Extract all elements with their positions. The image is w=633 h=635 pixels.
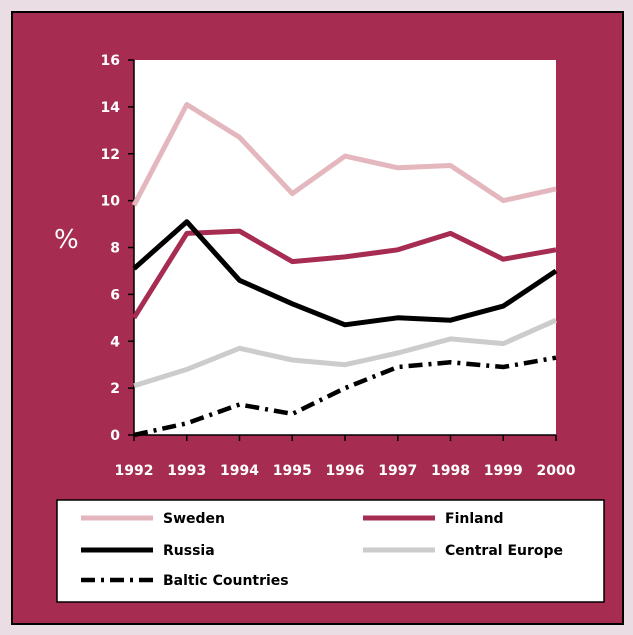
x-tick-label: 1995 [273,463,312,479]
y-tick-label: 16 [101,53,120,69]
y-tick-label: 8 [110,241,120,257]
legend-label: Baltic Countries [163,573,289,589]
y-tick-label: 2 [110,381,120,397]
y-tick-label: 4 [110,334,120,350]
legend-label: Central Europe [445,543,563,559]
x-tick-label: 2000 [537,463,576,479]
series-lines [131,102,558,438]
legend-label: Russia [163,543,215,559]
y-axis-label: % [54,225,79,255]
series-line-russia [132,219,558,328]
y-tick-label: 6 [110,287,120,303]
x-axis: 1992 1993 1994 1995 1996 1997 1998 1999 2000 [115,434,576,479]
x-tick-label: 1996 [326,463,365,479]
series-line-finland [131,228,557,320]
legend-label: Finland [445,511,504,527]
x-tick-label: 1999 [484,463,523,479]
plot-area [134,60,556,435]
x-tick-label: 1997 [378,463,417,479]
x-tick-label: 1994 [220,463,259,479]
x-tick-label: 1998 [431,463,470,479]
legend: Sweden Finland Russia Central Europe Baltic … [81,511,563,589]
series-line-central-europe [133,317,558,389]
y-tick-label: 12 [101,147,120,163]
x-tick-label: 1992 [115,463,154,479]
y-tick-label: 14 [101,100,121,116]
series-line-sweden [131,102,557,207]
legend-label: Sweden [163,511,225,527]
y-tick-label: 10 [101,194,121,210]
chart-panel: 0 2 4 6 8 10 12 14 16 1992 1993 1994 1995 1996 1997 19… [11,11,624,625]
y-tick-label: 0 [110,428,120,444]
x-tick-label: 1993 [167,463,206,479]
y-axis: 0 2 4 6 8 10 12 14 16 [101,53,135,444]
